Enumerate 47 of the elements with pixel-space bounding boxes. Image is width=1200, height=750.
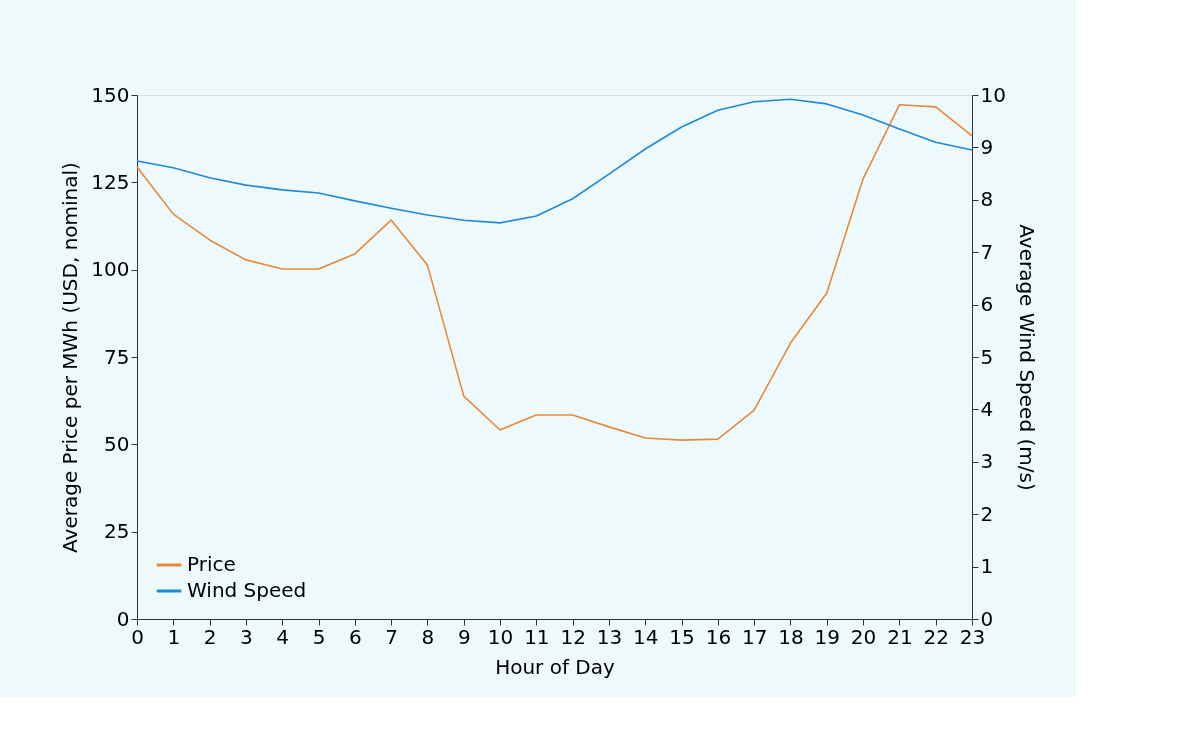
y-tick-label: 125 bbox=[91, 169, 130, 194]
x-tick-label: 3 bbox=[240, 624, 253, 649]
x-tick-label: 19 bbox=[814, 624, 841, 649]
x-tick-label: 9 bbox=[457, 624, 471, 649]
y-tick-label: 0 bbox=[116, 606, 130, 631]
x-tick-label: 6 bbox=[348, 624, 362, 649]
x-tick-label: 16 bbox=[705, 624, 732, 649]
x-axis-title: Hour of Day bbox=[495, 654, 615, 679]
x-tick-label: 8 bbox=[421, 624, 435, 649]
y-tick-label: 50 bbox=[104, 431, 130, 456]
y-tick-label: 75 bbox=[104, 344, 130, 369]
y2-tick-label: 6 bbox=[980, 292, 994, 317]
y2-tick-label: 8 bbox=[980, 187, 994, 212]
y2-axis-title: Average Wind Speed (m/s) bbox=[1014, 224, 1039, 491]
y2-tick-label: 0 bbox=[980, 606, 994, 631]
legend-label: Price bbox=[187, 552, 236, 576]
x-tick-label: 13 bbox=[596, 624, 623, 649]
x-tick-label: 4 bbox=[276, 624, 290, 649]
x-tick-label: 1 bbox=[167, 624, 181, 649]
legend-label: Wind Speed bbox=[187, 578, 307, 602]
y2-tick-label: 10 bbox=[980, 82, 1006, 107]
x-tick-label: 17 bbox=[741, 624, 768, 649]
y2-tick-label: 5 bbox=[980, 344, 994, 369]
x-tick-label: 18 bbox=[778, 624, 804, 649]
x-tick-label: 12 bbox=[560, 624, 586, 649]
y-tick-label: 150 bbox=[91, 82, 130, 107]
x-tick-label: 7 bbox=[385, 624, 398, 649]
x-tick-label: 15 bbox=[669, 624, 695, 649]
x-tick-label: 20 bbox=[850, 624, 877, 649]
y2-tick-label: 3 bbox=[980, 449, 994, 474]
x-tick-label: 14 bbox=[633, 624, 659, 649]
y-tick-label: 25 bbox=[104, 519, 130, 544]
x-tick-label: 21 bbox=[887, 624, 913, 649]
x-tick-label: 2 bbox=[203, 624, 217, 649]
y2-tick-label: 1 bbox=[980, 554, 994, 579]
y2-tick-label: 4 bbox=[980, 396, 994, 421]
y2-tick-label: 2 bbox=[980, 501, 994, 526]
y2-tick-label: 9 bbox=[980, 134, 994, 159]
x-tick-label: 11 bbox=[524, 624, 550, 649]
x-tick-label: 22 bbox=[923, 624, 949, 649]
line-series bbox=[136, 98, 973, 224]
x-tick-label: 5 bbox=[312, 624, 326, 649]
y2-tick-label: 7 bbox=[980, 239, 994, 264]
line-series bbox=[136, 103, 973, 441]
x-tick-label: 10 bbox=[487, 624, 514, 649]
y-tick-label: 100 bbox=[91, 257, 130, 282]
y-axis-title: Average Price per MWh (USD, nominal) bbox=[58, 162, 83, 553]
